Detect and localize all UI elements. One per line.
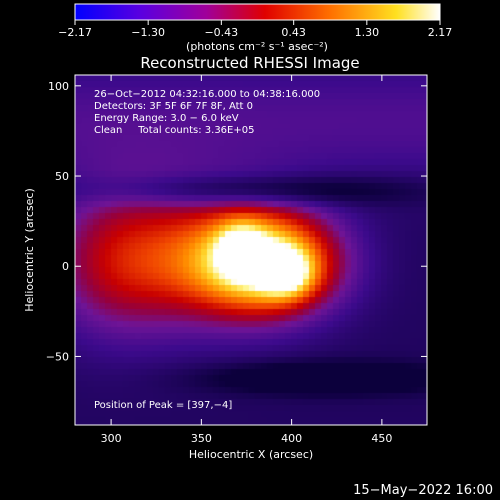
x-tick-label: 350: [191, 432, 212, 445]
chart-title: Reconstructed RHESSI Image: [140, 54, 359, 72]
date-stamp: 15−May−2022 16:00: [353, 483, 493, 498]
heatmap-image: [75, 75, 427, 425]
peak-position-label: Position of Peak = [397,−4]: [94, 400, 232, 411]
y-axis-ticks: 100 50 0 −50: [46, 80, 427, 363]
y-tick-label: 50: [55, 170, 69, 183]
y-tick-label: −50: [46, 350, 69, 363]
x-axis-ticks: 300 350 400 450: [101, 75, 392, 445]
annotation-detectors: Detectors: 3F 5F 6F 7F 8F, Att 0: [94, 101, 253, 112]
colorbar-tick-label: −2.17: [58, 26, 92, 39]
y-axis-label: Heliocentric Y (arcsec): [23, 188, 36, 312]
colorbar-tick-label: −0.43: [204, 26, 238, 39]
x-tick-label: 450: [371, 432, 392, 445]
colorbar-ticks: −2.17 −1.30 −0.43 0.43 1.30 2.17: [58, 20, 452, 39]
colorbar-tick-label: 1.30: [355, 26, 380, 39]
colorbar: [74, 3, 441, 21]
x-tick-label: 300: [101, 432, 122, 445]
annotation-time-range: 26−Oct−2012 04:32:16.000 to 04:38:16.000: [94, 89, 320, 100]
colorbar-tick-label: 0.43: [281, 26, 306, 39]
colorbar-tick-label: 2.17: [428, 26, 453, 39]
x-axis-label: Heliocentric X (arcsec): [189, 448, 313, 461]
heatmap-image-container: [75, 75, 427, 425]
colorbar-tick-label: −1.30: [131, 26, 165, 39]
colorbar-unit-label: (photons cm⁻² s⁻¹ asec⁻²): [186, 40, 328, 53]
y-tick-label: 0: [62, 260, 69, 273]
x-tick-label: 400: [281, 432, 302, 445]
plot-frame: [74, 74, 428, 426]
y-tick-label: 100: [48, 80, 69, 93]
annotation-energy-range: Energy Range: 3.0 − 6.0 keV: [94, 113, 239, 124]
annotation-clean-counts: Clean Total counts: 3.36E+05: [94, 125, 254, 136]
